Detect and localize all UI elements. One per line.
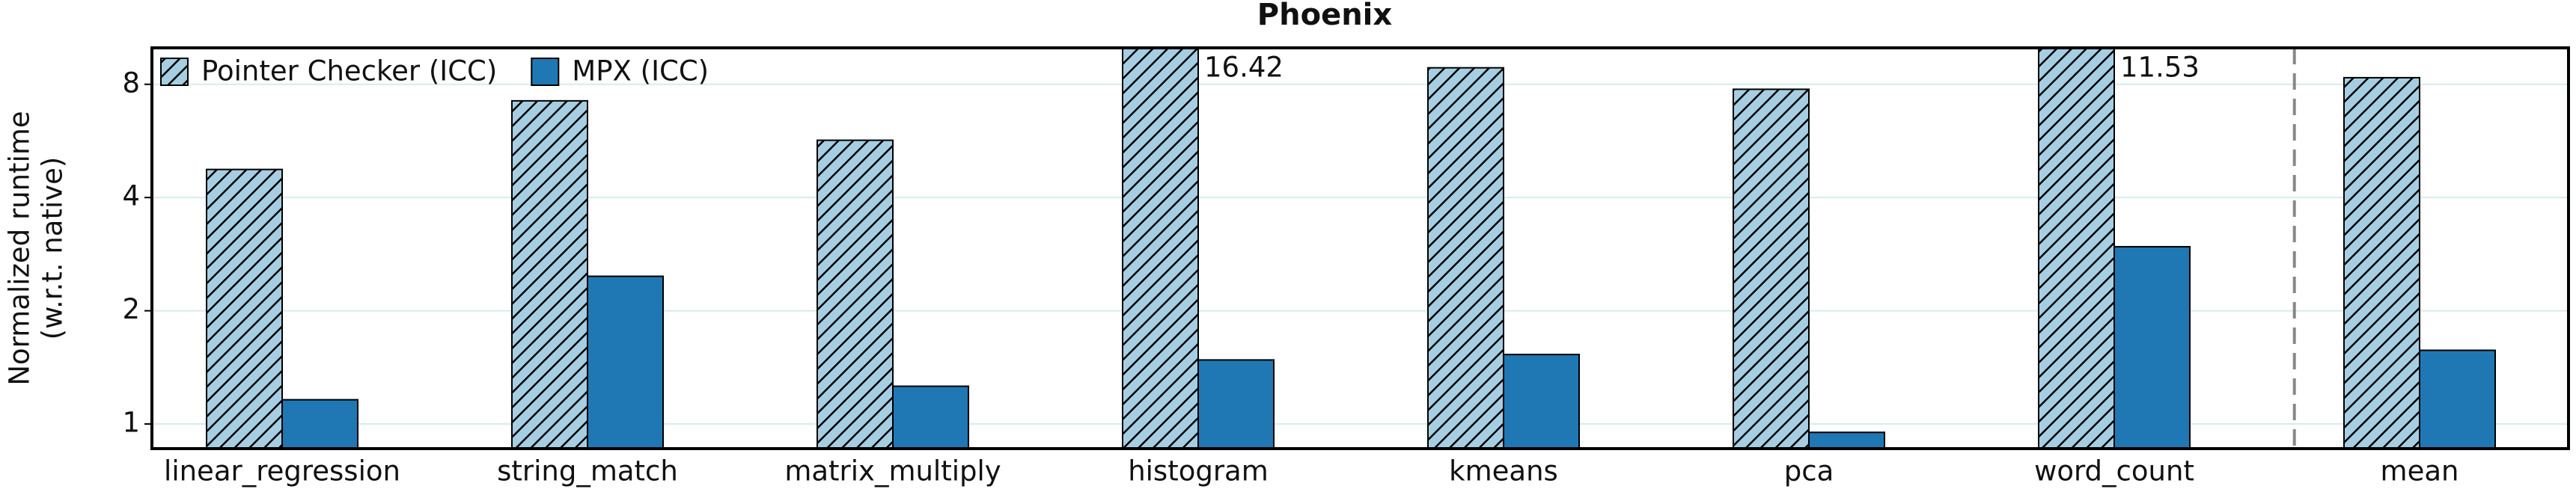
y-tick-label: 1 <box>122 407 140 439</box>
x-tick-label: string_match <box>497 455 678 488</box>
bar <box>2038 47 2115 449</box>
bar <box>1503 354 1580 450</box>
y-tick-label: 4 <box>122 180 140 212</box>
x-tick-label: word_count <box>2034 455 2194 488</box>
x-tick-label: pca <box>1784 455 1834 488</box>
value-label: 16.42 <box>1204 52 1284 84</box>
x-tick-label: kmeans <box>1449 455 1558 488</box>
y-tick-label: 2 <box>122 293 140 325</box>
chart-title: Phoenix <box>1257 0 1393 32</box>
bar <box>2113 245 2191 449</box>
bar <box>2419 349 2496 449</box>
value-label: 11.53 <box>2120 52 2200 84</box>
y-axis-label: (w.r.t. native) <box>37 157 69 340</box>
bar <box>281 399 358 449</box>
x-tick-label: linear_regression <box>164 455 400 488</box>
bar <box>817 139 894 449</box>
bar <box>1122 47 1199 449</box>
y-tick-label: 8 <box>122 67 140 99</box>
x-tick-label: histogram <box>1128 455 1269 488</box>
bar <box>587 275 664 449</box>
bar <box>892 385 969 449</box>
x-tick-label: mean <box>2381 455 2459 488</box>
legend-label: Pointer Checker (ICC) <box>201 55 497 87</box>
legend-label: MPX (ICC) <box>572 55 709 87</box>
bar <box>206 168 283 450</box>
bar <box>1427 67 1504 450</box>
legend-swatch <box>531 58 560 86</box>
bar <box>1733 88 1810 450</box>
x-tick-label: matrix_multiply <box>784 455 1001 488</box>
bar <box>511 99 588 449</box>
plot-frame <box>150 46 2570 450</box>
y-axis-label: Normalized runtime <box>4 111 36 385</box>
legend-swatch <box>160 58 189 86</box>
bar <box>2343 76 2420 449</box>
bar <box>1197 359 1275 449</box>
bar <box>1808 431 1885 450</box>
